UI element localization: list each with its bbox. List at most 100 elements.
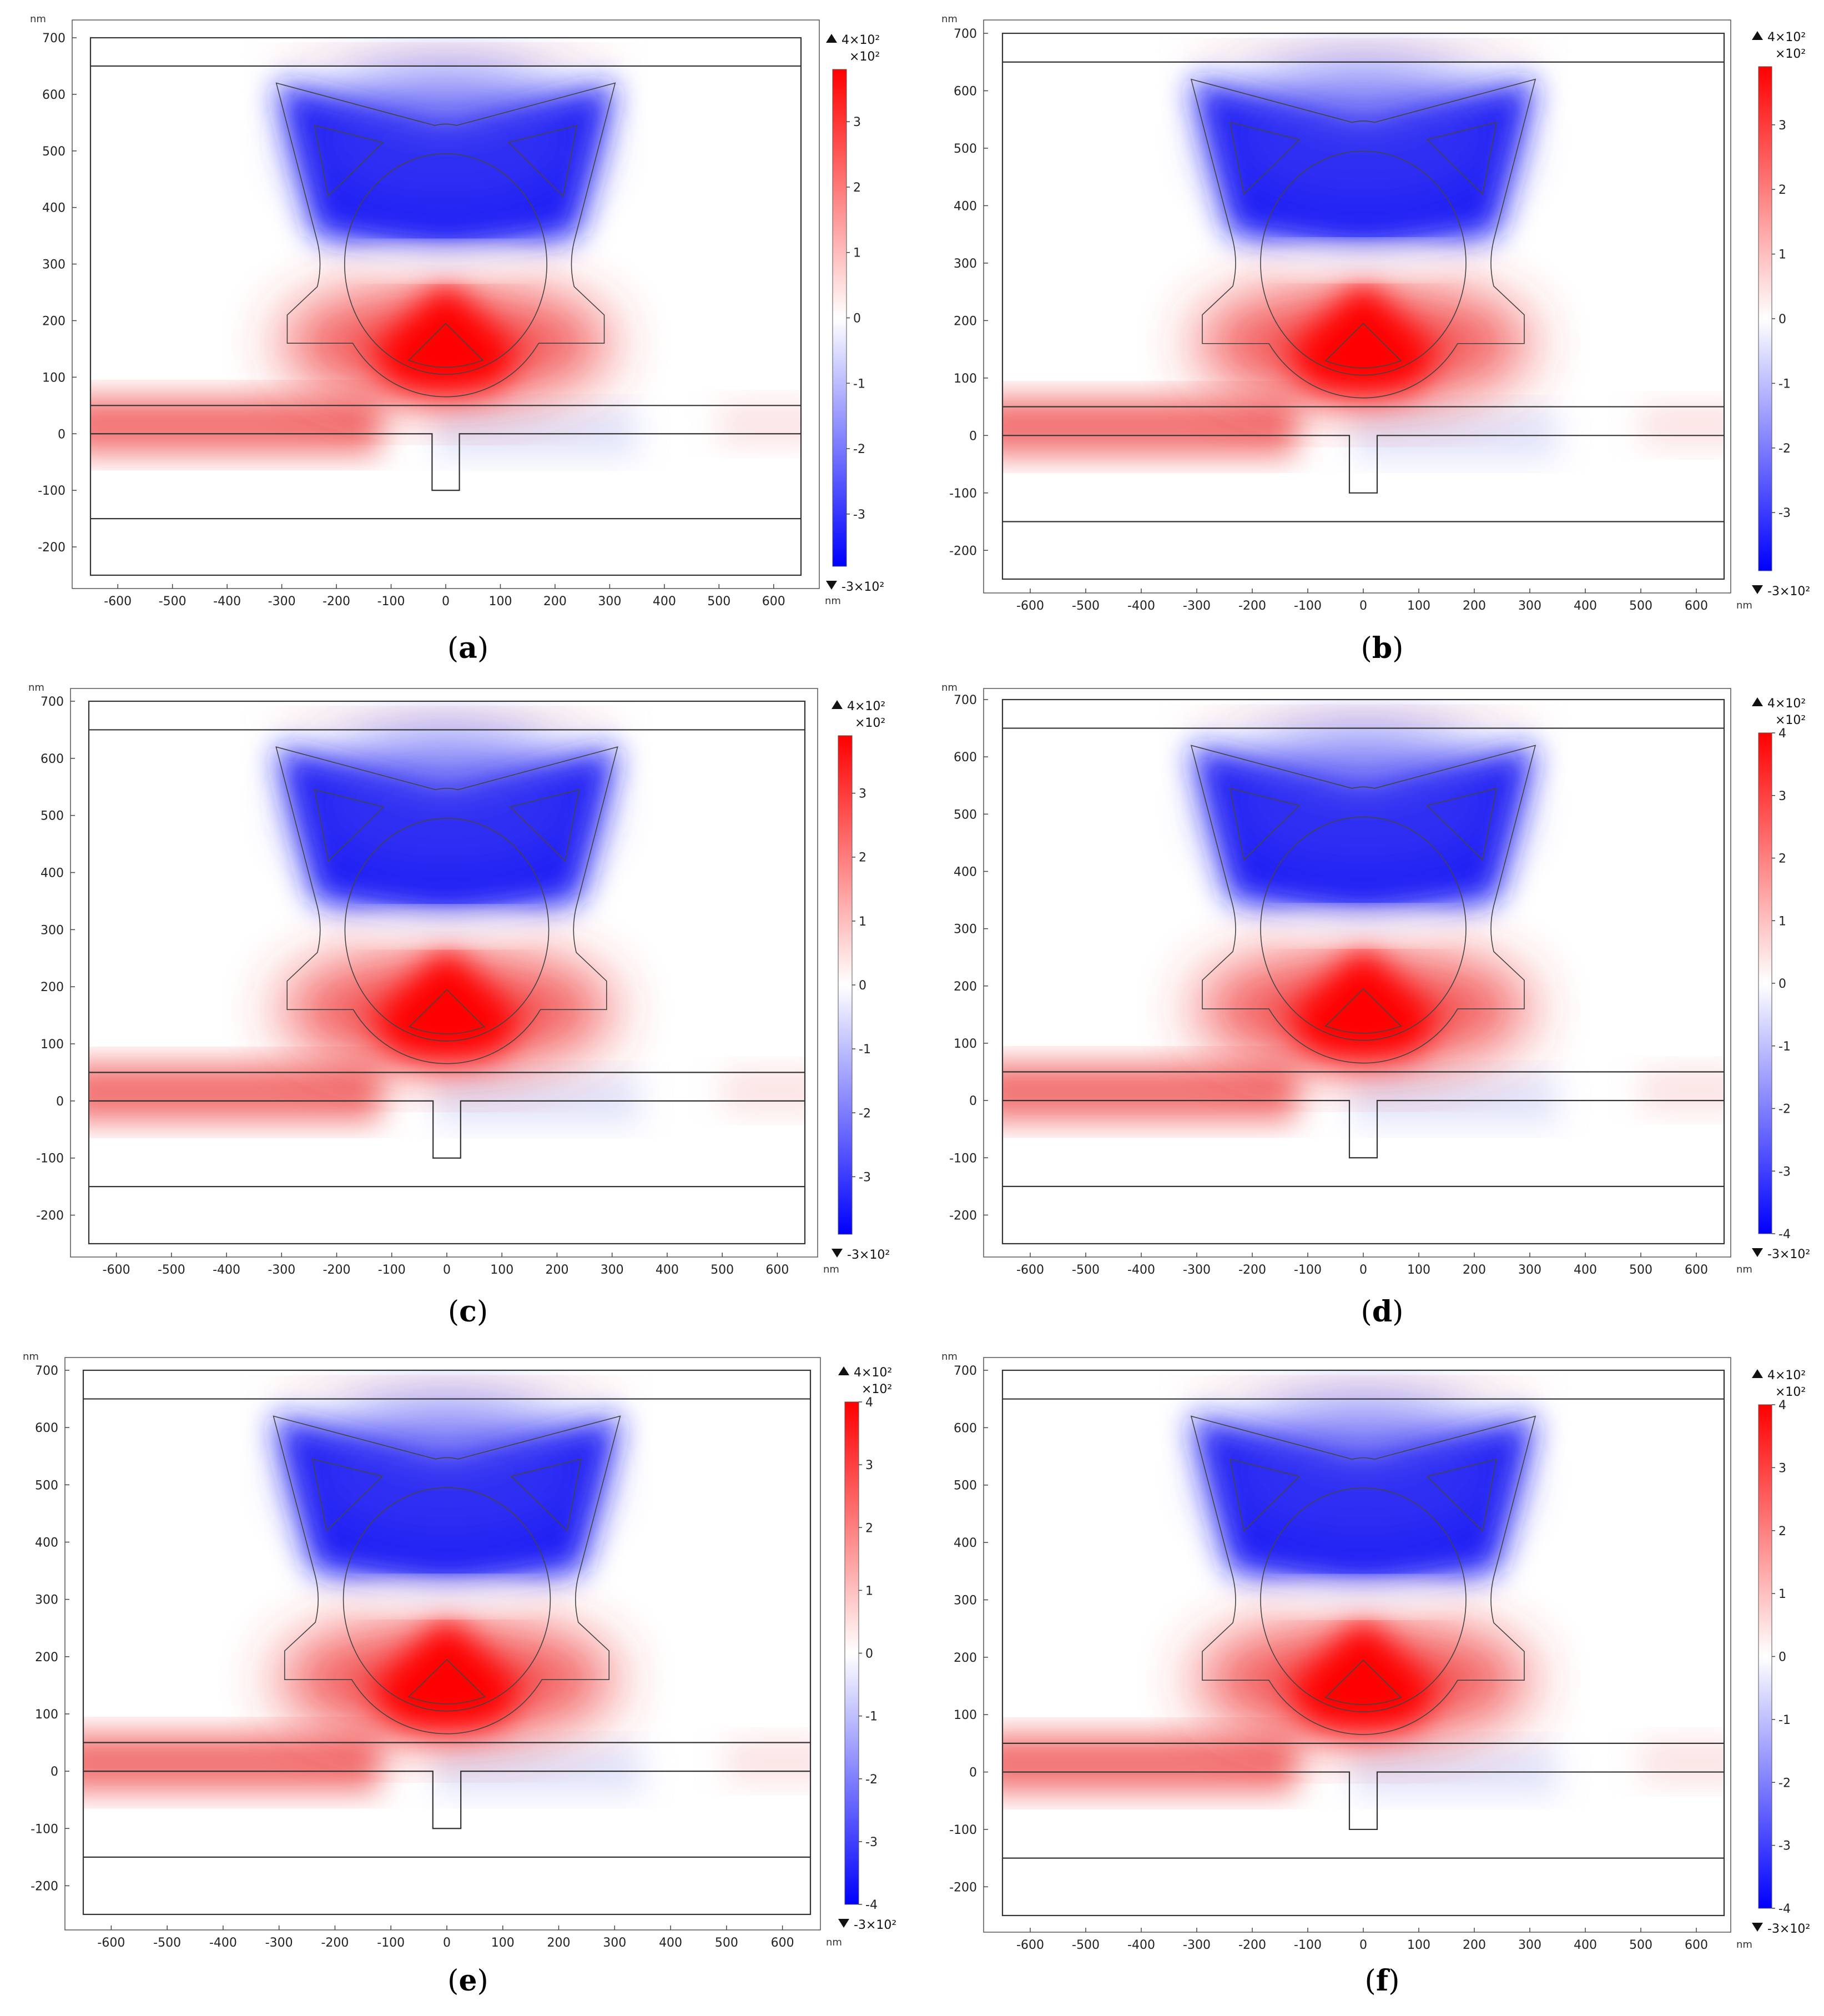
- waveguide-bottom-stub: [1002, 1771, 1724, 1831]
- colorbar-tick-label: 1: [1778, 248, 1786, 262]
- waveguide-bottom-stub: [1002, 1100, 1724, 1159]
- colorbar-tick-label: -1: [859, 1043, 871, 1057]
- colorbar-min-label: -3×10²: [1767, 1922, 1810, 1936]
- colorbar-tick-label: -2: [853, 443, 865, 456]
- colorbar-min-arrow: [1752, 1923, 1763, 1932]
- ear-right: [509, 789, 580, 862]
- y-tick-label: 600: [954, 751, 977, 765]
- panel-f: -600 -500 -400 -300 -200 -100 0 100 200 300 400 500…: [941, 1351, 1810, 1998]
- geometry-outlines: [1001, 698, 1725, 1245]
- y-tick-label: 600: [42, 88, 65, 102]
- panel-b: -600 -500 -400 -300 -200 -100 0 100 200 300 400 500…: [941, 13, 1810, 665]
- y-tick-label: 500: [42, 145, 65, 159]
- y-tick-label: 0: [969, 1766, 977, 1780]
- x-tick-label: -200: [1238, 1938, 1266, 1952]
- panel-c: -600 -500 -400 -300 -200 -100 0 100 200 300 400 500…: [28, 682, 890, 1329]
- colorbar-tick-label: -2: [1778, 442, 1791, 456]
- colorbar-tick-label: 1: [1778, 1587, 1786, 1601]
- field-top-glow: [265, 47, 626, 63]
- x-tick-label: -400: [1127, 1938, 1155, 1952]
- x-tick-label: -500: [1072, 599, 1100, 613]
- colorbar-tick-label: 0: [1778, 1651, 1786, 1665]
- colorbar-scale-label: ×10²: [1775, 47, 1806, 61]
- y-tick-label: 700: [42, 32, 65, 46]
- x-tick-label: 300: [603, 1936, 626, 1950]
- y-tick-label: 600: [41, 752, 64, 766]
- field-top-glow: [1180, 708, 1546, 725]
- field-map: [1002, 700, 1724, 1244]
- waveguide-bottom-stub: [1002, 435, 1724, 494]
- colorbar-tick-label: 1: [865, 1584, 873, 1598]
- y-tick-label: 700: [41, 695, 64, 709]
- field-red-core: [370, 947, 524, 1062]
- colorbar-gradient: [832, 69, 847, 567]
- colorbar-tick-label: 4: [1778, 1399, 1786, 1412]
- x-tick-label: -600: [103, 1263, 130, 1277]
- x-tick-label: -600: [1016, 1938, 1044, 1952]
- resonator-outline: [273, 1415, 621, 1735]
- field-map: [90, 38, 801, 575]
- x-tick-label: -300: [268, 595, 296, 609]
- x-tick-label: 400: [1574, 599, 1597, 613]
- field-waveguide-right: [1641, 1069, 1724, 1112]
- x-tick-label: -200: [1238, 599, 1266, 613]
- x-tick-label: 500: [1629, 1938, 1652, 1952]
- x-tick-label: -500: [159, 595, 187, 609]
- x-tick-label: -300: [268, 1263, 295, 1277]
- x-tick-label: -300: [265, 1936, 293, 1950]
- colorbar: 3 2 1 0 -1 -2 -3 4×10² ×10² -3×10²: [832, 700, 890, 1262]
- y-unit-label: nm: [28, 682, 44, 693]
- x-tick-label: 600: [1685, 1938, 1708, 1952]
- field-blue-halo: [1219, 68, 1508, 206]
- axis-ticks: -600 -500 -400 -300 -200 -100 0 100 200 300 400 500…: [941, 13, 1752, 613]
- y-unit-label: nm: [941, 1351, 958, 1363]
- x-tick-label: 500: [715, 1936, 738, 1950]
- nose-sector: [409, 989, 485, 1034]
- field-waveguide-blue: [435, 1745, 643, 1794]
- y-tick-label: 300: [954, 923, 977, 937]
- x-tick-label: 0: [1359, 599, 1367, 613]
- field-waveguide-blue: [436, 1075, 640, 1124]
- inner-ring: [1260, 1487, 1467, 1712]
- domain-boundary: [1001, 698, 1725, 1245]
- x-unit-label: nm: [1736, 1939, 1752, 1950]
- colorbar-gradient: [838, 735, 853, 1235]
- nose-sector: [407, 323, 484, 368]
- field-waveguide-left: [1002, 1063, 1297, 1121]
- y-tick-label: -100: [949, 487, 977, 501]
- x-tick-label: 300: [1518, 1938, 1541, 1952]
- field-blue-halo: [304, 72, 588, 208]
- colorbar-tick-label: 0: [853, 312, 861, 326]
- y-unit-label: nm: [941, 682, 958, 693]
- colorbar-scale-label: ×10²: [855, 716, 885, 730]
- colorbar-tick-label: 3: [1778, 790, 1786, 803]
- y-tick-label: 100: [41, 1038, 64, 1052]
- x-tick-label: 600: [765, 1263, 789, 1277]
- y-tick-label: 200: [954, 1651, 977, 1665]
- colorbar-tick-label: 0: [865, 1647, 873, 1661]
- field-map: [89, 701, 805, 1244]
- x-tick-label: -100: [1294, 599, 1322, 613]
- x-tick-label: 300: [1518, 599, 1541, 613]
- x-unit-label: nm: [823, 1264, 839, 1275]
- y-tick-label: 500: [954, 142, 977, 156]
- colorbar-min-arrow: [832, 1249, 843, 1258]
- x-tick-label: 0: [1359, 1263, 1367, 1277]
- x-tick-label: -200: [323, 595, 350, 609]
- x-tick-label: -600: [1016, 599, 1044, 613]
- colorbar-max-label: 4×10²: [854, 1366, 892, 1380]
- x-tick-label: -100: [1294, 1263, 1322, 1277]
- x-tick-label: -200: [323, 1263, 351, 1277]
- colorbar-tick-label: 0: [1778, 977, 1786, 991]
- colorbar-tick-label: 3: [1778, 1461, 1786, 1475]
- colorbar-tick-label: 3: [859, 787, 866, 801]
- colorbar-min-label: -3×10²: [854, 1918, 896, 1932]
- colorbar-tick-label: 1: [853, 247, 861, 260]
- resonator-outline: [1190, 745, 1536, 1064]
- x-tick-label: 600: [1685, 1263, 1708, 1277]
- field-waveguide-left: [90, 397, 380, 454]
- x-tick-label: -600: [1016, 1263, 1044, 1277]
- x-tick-label: -500: [158, 1263, 185, 1277]
- colorbar-tick-label: -2: [1778, 1776, 1791, 1790]
- field-waveguide-blue: [1352, 1074, 1558, 1124]
